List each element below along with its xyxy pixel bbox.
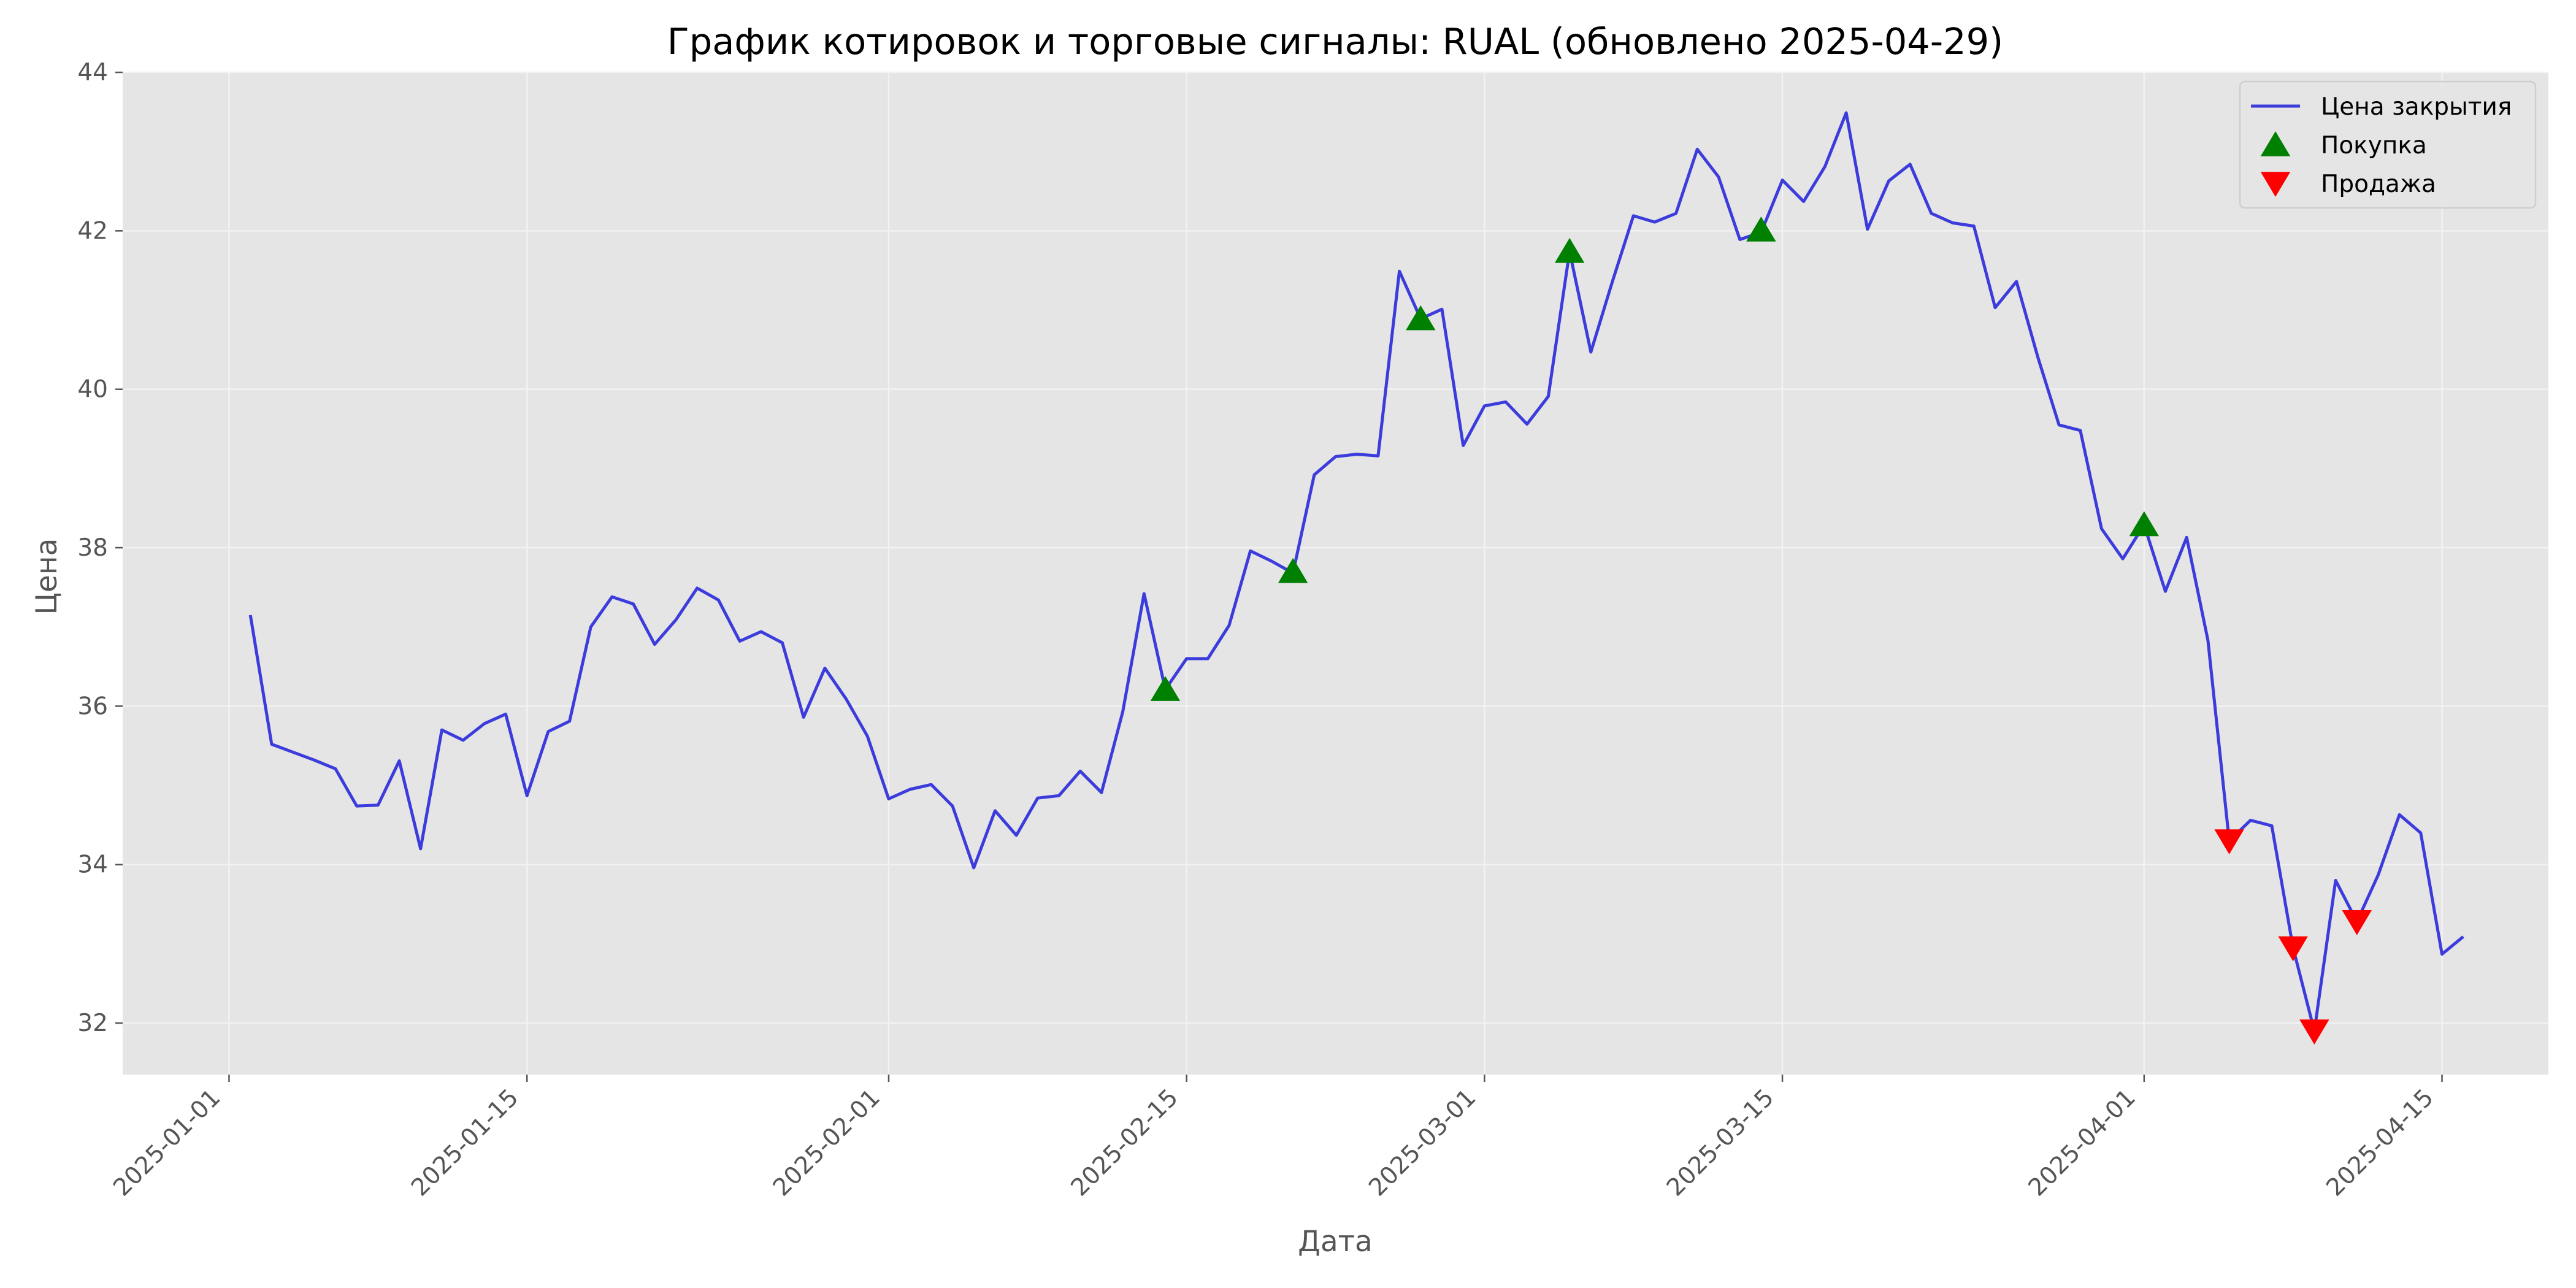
legend-sell-swatch	[2260, 172, 2291, 197]
plot-area	[123, 71, 2548, 1075]
sell-signal-marker	[2342, 910, 2372, 935]
sell-signal-marker	[2278, 936, 2308, 962]
y-tick-label: 40	[77, 376, 108, 404]
buy-signal-marker	[1554, 237, 1585, 263]
plot-background	[123, 72, 2548, 1075]
y-tick-label: 42	[77, 217, 108, 245]
buy-signal-marker	[1746, 217, 1776, 242]
sell-signal-marker	[2214, 829, 2244, 854]
close-price-line	[248, 111, 2464, 1033]
buy-signal-marker	[2129, 511, 2160, 537]
y-tick-label: 32	[77, 1010, 108, 1037]
y-tick-label: 34	[77, 851, 108, 879]
grid	[123, 71, 2548, 1075]
buy-signal-marker	[1150, 676, 1181, 701]
y-tick-label: 38	[77, 534, 108, 562]
legend-label: Покупка	[2321, 132, 2427, 159]
legend-label: Цена закрытия	[2321, 93, 2512, 121]
legend-box	[2239, 80, 2537, 209]
legend-label: Продажа	[2321, 171, 2436, 198]
sell-signal-marker	[2299, 1019, 2329, 1045]
y-tick-label: 44	[77, 59, 108, 86]
x-axis-label: Дата	[1298, 1225, 1373, 1259]
buy-signal-marker	[1278, 558, 1308, 583]
legend-buy-swatch	[2260, 131, 2291, 156]
y-axis-label: Цена	[30, 539, 64, 615]
y-tick-label: 36	[77, 692, 108, 720]
buy-signal-marker	[1406, 305, 1436, 331]
chart-title: График котировок и торговые сигналы: RUA…	[667, 20, 2003, 63]
legend: Цена закрытия Покупка Продажа	[2239, 80, 2537, 209]
